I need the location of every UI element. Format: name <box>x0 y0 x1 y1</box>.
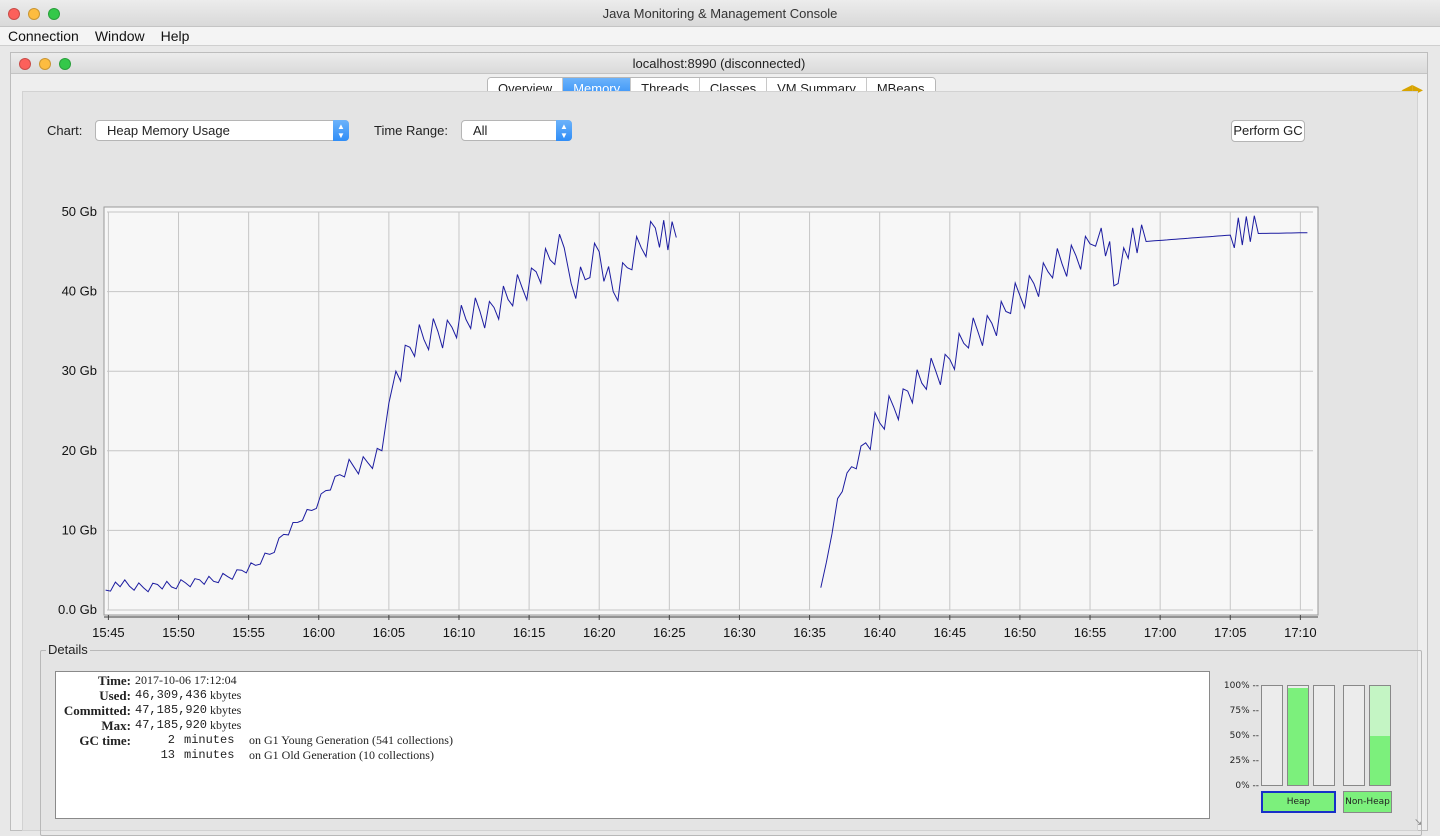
pct-75: 75% -- <box>1229 706 1259 716</box>
gc-young-row: GC time: 2 minutes on G1 Young Generatio… <box>56 733 1209 748</box>
chevron-updown-icon: ▲ ▼ <box>333 120 349 141</box>
memory-panel: Chart: Heap Memory Usage ▲ ▼ Time Range: … <box>22 91 1422 836</box>
max-unit: kbytes <box>210 718 242 732</box>
inner-minimize-icon[interactable] <box>39 58 51 70</box>
plot-area <box>103 206 1319 616</box>
pool-bar-eden[interactable] <box>1261 685 1283 786</box>
inner-zoom-icon[interactable] <box>59 58 71 70</box>
max-row: Max: 47,185,920 kbytes <box>56 718 1209 733</box>
resize-grip-icon[interactable]: ↘ <box>1414 817 1423 828</box>
pool-bar-old-gen[interactable] <box>1287 685 1309 786</box>
max-value: 47,185,920 <box>135 718 208 732</box>
details-legend: Details <box>46 642 90 657</box>
connection-title: localhost:8990 (disconnected) <box>632 56 806 71</box>
gc-old-desc: on G1 Old Generation (10 collections) <box>249 748 434 762</box>
x-tick-label: 16:00 <box>302 625 335 640</box>
menu-window[interactable]: Window <box>94 28 145 44</box>
heap-usage-line-1 <box>105 220 677 593</box>
pct-0: 0% -- <box>1235 781 1259 791</box>
gc-old-row: 13 minutes on G1 Old Generation (10 coll… <box>56 748 1209 763</box>
x-tick-label: 16:20 <box>583 625 616 640</box>
x-tick-label: 16:50 <box>1004 625 1037 640</box>
x-tick-label: 16:10 <box>443 625 476 640</box>
gc-young-value: 2 <box>167 733 175 747</box>
non-heap-button[interactable]: Non-Heap <box>1343 791 1392 813</box>
used-key: Used: <box>99 688 131 703</box>
x-tick-label: 17:05 <box>1214 625 1247 640</box>
x-tick-label: 16:40 <box>863 625 896 640</box>
heap-usage-line-2 <box>820 215 1308 588</box>
time-range-chevron-icon: ▲ ▼ <box>556 120 572 141</box>
memory-pool-bars: 100% -- 75% -- 50% -- 25% -- 0% -- Heap … <box>1213 667 1413 819</box>
app-titlebar: Java Monitoring & Management Console <box>0 0 1440 27</box>
x-tick-label: 16:45 <box>934 625 967 640</box>
x-tick-label: 15:45 <box>92 625 125 640</box>
menu-bar: Connection Window Help <box>0 27 1440 46</box>
details-panel: Details Time: 2017-10-06 17:12:04 Used: … <box>40 642 1422 836</box>
x-tick-label: 16:05 <box>373 625 406 640</box>
close-icon[interactable] <box>8 8 20 20</box>
x-tick-label: 16:55 <box>1074 625 1107 640</box>
window-controls <box>8 8 60 20</box>
gc-old-value: 13 <box>160 748 175 762</box>
x-tick-label: 15:50 <box>162 625 195 640</box>
app-title: Java Monitoring & Management Console <box>602 6 838 21</box>
inner-window-controls <box>19 58 71 70</box>
y-tick-label: 0.0 Gb <box>58 602 97 617</box>
pct-25: 25% -- <box>1229 756 1259 766</box>
minimize-icon[interactable] <box>28 8 40 20</box>
x-tick-label: 16:35 <box>793 625 826 640</box>
used-row: Used: 46,309,436 kbytes <box>56 688 1209 703</box>
time-range-value: All <box>473 123 488 138</box>
x-tick-label: 17:00 <box>1144 625 1177 640</box>
pool-bar-code-cache[interactable] <box>1369 685 1391 786</box>
menu-connection[interactable]: Connection <box>8 28 79 44</box>
pct-100: 100% -- <box>1223 681 1259 691</box>
gc-time-key: GC time: <box>79 733 131 748</box>
y-tick-label: 40 Gb <box>62 284 97 299</box>
time-range-select[interactable]: All ▲ ▼ <box>461 120 572 141</box>
used-unit: kbytes <box>210 688 242 702</box>
x-tick-label: 16:25 <box>653 625 686 640</box>
committed-row: Committed: 47,185,920 kbytes <box>56 703 1209 718</box>
time-row: Time: 2017-10-06 17:12:04 <box>56 673 1209 688</box>
gc-young-unit: minutes <box>184 733 235 747</box>
pool-bar-survivor[interactable] <box>1313 685 1335 786</box>
committed-key: Committed: <box>63 703 131 718</box>
y-tick-label: 30 Gb <box>62 363 97 378</box>
time-value: 2017-10-06 17:12:04 <box>135 673 237 687</box>
y-tick-label: 20 Gb <box>62 443 97 458</box>
gc-young-desc: on G1 Young Generation (541 collections) <box>249 733 453 747</box>
pct-50: 50% -- <box>1229 731 1259 741</box>
x-tick-label: 17:10 <box>1284 625 1317 640</box>
menu-help[interactable]: Help <box>160 28 190 44</box>
connection-titlebar: localhost:8990 (disconnected) <box>11 53 1427 74</box>
chart-select-value: Heap Memory Usage <box>107 123 230 138</box>
zoom-icon[interactable] <box>48 8 60 20</box>
heap-button[interactable]: Heap <box>1261 791 1336 813</box>
used-value: 46,309,436 <box>135 688 208 702</box>
gc-old-unit: minutes <box>184 748 235 762</box>
x-tick-label: 16:30 <box>723 625 756 640</box>
time-key: Time: <box>98 673 131 688</box>
time-range-label: Time Range: <box>374 123 448 138</box>
chart-label: Chart: <box>47 123 83 138</box>
chart-select[interactable]: Heap Memory Usage ▲ ▼ <box>95 120 349 141</box>
details-box: Time: 2017-10-06 17:12:04 Used: 46,309,4… <box>55 671 1210 819</box>
x-tick-label: 15:55 <box>232 625 265 640</box>
pool-bar-metaspace[interactable] <box>1343 685 1365 786</box>
heap-memory-chart: 0.0 Gb 10 Gb 20 Gb 30 Gb 40 Gb 50 Gb 15:45 15:5… <box>58 204 1319 640</box>
x-tick-label: 16:15 <box>513 625 546 640</box>
connection-window: localhost:8990 (disconnected) Overview M… <box>10 52 1428 836</box>
max-key: Max: <box>101 718 131 733</box>
y-tick-label: 50 Gb <box>62 204 97 219</box>
committed-unit: kbytes <box>210 703 242 717</box>
committed-value: 47,185,920 <box>135 703 208 717</box>
y-tick-label: 10 Gb <box>62 522 97 537</box>
inner-close-icon[interactable] <box>19 58 31 70</box>
perform-gc-button[interactable]: Perform GC <box>1231 120 1305 142</box>
